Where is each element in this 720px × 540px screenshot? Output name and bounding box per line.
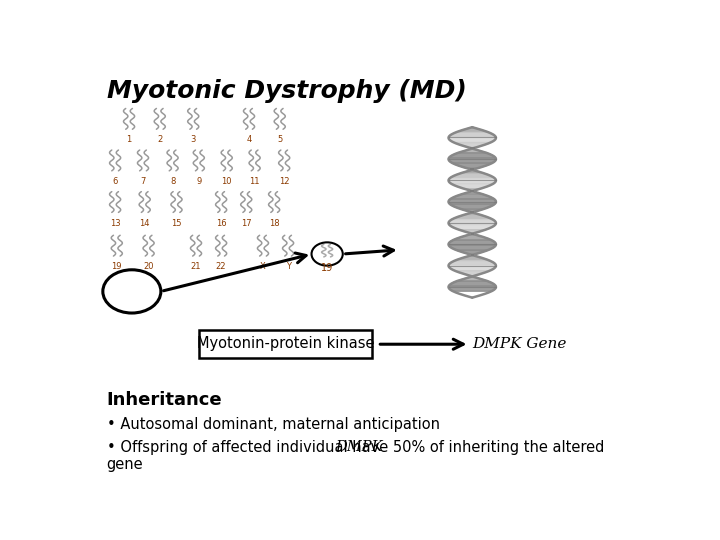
Polygon shape — [456, 250, 487, 255]
Polygon shape — [449, 245, 496, 250]
Text: 8: 8 — [170, 177, 175, 186]
Polygon shape — [449, 281, 496, 286]
Polygon shape — [451, 214, 492, 219]
Polygon shape — [449, 266, 496, 271]
Polygon shape — [450, 204, 495, 209]
Text: • Autosomal dominant, maternal anticipation: • Autosomal dominant, maternal anticipat… — [107, 417, 440, 432]
Polygon shape — [455, 255, 490, 260]
Polygon shape — [449, 260, 496, 266]
Polygon shape — [449, 137, 496, 143]
Polygon shape — [449, 286, 496, 291]
Text: 11: 11 — [249, 177, 260, 186]
Text: 17: 17 — [241, 219, 251, 228]
Polygon shape — [449, 240, 496, 245]
Polygon shape — [449, 178, 496, 184]
Polygon shape — [449, 225, 495, 230]
Text: 10: 10 — [222, 177, 232, 186]
Polygon shape — [449, 173, 495, 178]
Text: 13: 13 — [109, 219, 120, 228]
Polygon shape — [449, 219, 496, 225]
Text: 6: 6 — [112, 177, 118, 186]
Text: 3: 3 — [191, 136, 196, 145]
Text: 5: 5 — [277, 136, 282, 145]
Text: DMPK: DMPK — [336, 440, 383, 454]
Polygon shape — [463, 188, 482, 194]
Polygon shape — [454, 235, 491, 240]
Polygon shape — [462, 209, 483, 214]
Polygon shape — [457, 276, 487, 281]
Polygon shape — [456, 127, 488, 132]
Text: 7: 7 — [140, 177, 145, 186]
Text: 22: 22 — [216, 262, 226, 271]
Text: 15: 15 — [171, 219, 181, 228]
Text: 14: 14 — [140, 219, 150, 228]
Polygon shape — [458, 147, 486, 153]
Text: gene: gene — [107, 457, 143, 472]
Text: 9: 9 — [196, 177, 202, 186]
Text: X: X — [260, 262, 266, 271]
Text: 16: 16 — [216, 219, 227, 228]
Text: 20: 20 — [143, 262, 154, 271]
Polygon shape — [452, 163, 492, 168]
Text: Y: Y — [286, 262, 291, 271]
Text: 19: 19 — [112, 262, 122, 271]
Text: 2: 2 — [157, 136, 163, 145]
Text: 18: 18 — [269, 219, 279, 228]
Text: Myotonin-protein kinase: Myotonin-protein kinase — [197, 336, 374, 352]
Polygon shape — [449, 158, 496, 163]
Text: 4: 4 — [246, 136, 252, 145]
Text: 19: 19 — [321, 263, 333, 273]
Polygon shape — [459, 230, 485, 235]
Text: DMPK Gene: DMPK Gene — [472, 337, 567, 351]
Text: 1: 1 — [127, 136, 132, 145]
Polygon shape — [449, 199, 496, 204]
Text: 21: 21 — [191, 262, 202, 271]
Polygon shape — [449, 153, 495, 158]
Polygon shape — [451, 194, 494, 199]
Text: Inheritance: Inheritance — [107, 390, 222, 409]
Polygon shape — [461, 168, 484, 173]
FancyBboxPatch shape — [199, 329, 372, 358]
Text: 12: 12 — [279, 177, 289, 186]
Polygon shape — [455, 271, 490, 276]
Text: • Offspring of affected individual have 50% of inheriting the altered: • Offspring of affected individual have … — [107, 440, 608, 455]
Polygon shape — [451, 184, 493, 188]
Text: Myotonic Dystrophy (MD): Myotonic Dystrophy (MD) — [107, 79, 467, 103]
Polygon shape — [449, 132, 496, 137]
Polygon shape — [454, 143, 490, 147]
